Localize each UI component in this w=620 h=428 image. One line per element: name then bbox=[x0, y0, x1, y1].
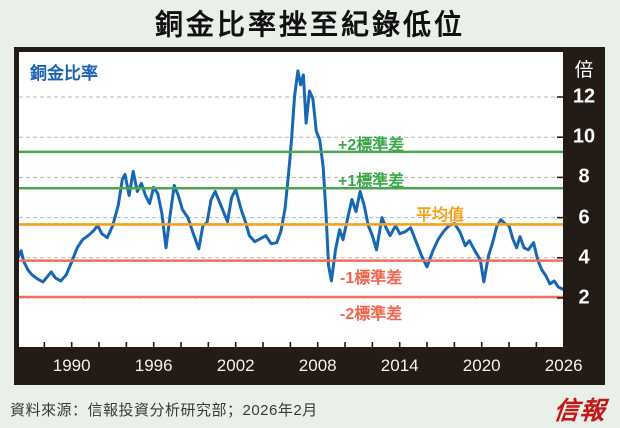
y-tick-label-4: 4 bbox=[578, 246, 590, 269]
plot-area: 銅金比率 +2標準差 +1標準差 平均值 -1標準差 -2標準差 bbox=[19, 52, 563, 347]
x-tick-label-2014: 2014 bbox=[380, 356, 419, 375]
page-title: 銅金比率挫至紀錄低位 bbox=[154, 9, 465, 40]
y-tick-label-12: 12 bbox=[572, 85, 596, 108]
footer: 資料來源：信報投資分析研究部；2026年2月 信報 bbox=[0, 390, 620, 428]
x-tick-label-2020: 2020 bbox=[462, 356, 501, 375]
x-tick-label-2026: 2026 bbox=[544, 356, 583, 375]
y-tick-label-2: 2 bbox=[578, 286, 590, 309]
y-axis-unit-label: 倍 bbox=[574, 60, 594, 81]
copper-gold-ratio-line bbox=[19, 69, 563, 291]
x-tick-label-1996: 1996 bbox=[134, 356, 173, 375]
x-tick-label-2008: 2008 bbox=[298, 356, 337, 375]
ref-label-minus2sd: -2標準差 bbox=[340, 306, 403, 323]
x-tick-label-1990: 1990 bbox=[52, 356, 91, 375]
ratio-line-chart bbox=[19, 69, 563, 347]
chart-frame: 銅金比率 +2標準差 +1標準差 平均值 -1標準差 -2標準差 倍 12 10 8… bbox=[14, 47, 605, 385]
x-tick-label-2002: 2002 bbox=[216, 356, 255, 375]
y-axis: 倍 12 10 8 6 4 2 bbox=[563, 47, 605, 385]
ref-label-plus2sd: +2標準差 bbox=[338, 137, 405, 154]
y-tick-label-10: 10 bbox=[572, 125, 596, 148]
series-label: 銅金比率 bbox=[30, 64, 98, 83]
y-tick-label-8: 8 bbox=[578, 165, 590, 188]
source-text: 資料來源：信報投資分析研究部；2026年2月 bbox=[10, 401, 318, 419]
x-axis: 1990 1996 2002 2008 2014 2020 2026 bbox=[14, 347, 605, 385]
ref-label-minus1sd: -1標準差 bbox=[340, 270, 403, 287]
ref-label-mean: 平均值 bbox=[416, 207, 465, 224]
title-bar: 銅金比率挫至紀錄低位 bbox=[0, 0, 620, 46]
hkej-logo: 信報 bbox=[552, 396, 608, 425]
ref-label-plus1sd: +1標準差 bbox=[338, 173, 405, 190]
y-tick-label-6: 6 bbox=[578, 206, 590, 229]
